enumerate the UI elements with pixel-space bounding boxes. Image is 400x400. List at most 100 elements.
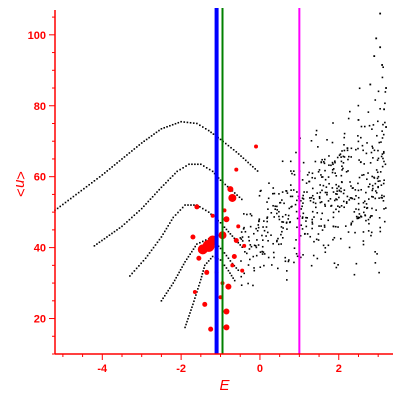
cloud-point bbox=[353, 273, 356, 276]
cloud-point bbox=[383, 179, 385, 182]
cloud-point bbox=[263, 264, 265, 267]
cloud-point bbox=[334, 160, 336, 163]
curve-point bbox=[229, 260, 232, 262]
cloud-point bbox=[320, 225, 322, 227]
cloud-point bbox=[331, 171, 334, 174]
curve-point bbox=[135, 146, 138, 148]
curve-point bbox=[219, 259, 222, 261]
curve-point bbox=[179, 209, 182, 211]
cloud-point bbox=[338, 185, 340, 188]
cloud-point bbox=[242, 228, 245, 230]
cloud-point bbox=[301, 217, 304, 220]
cloud-point bbox=[333, 236, 336, 239]
cloud-point bbox=[321, 189, 323, 192]
curve-point bbox=[186, 320, 188, 323]
cloud-point bbox=[350, 222, 353, 225]
cloud-point bbox=[384, 121, 386, 124]
curve-point bbox=[185, 258, 188, 261]
cloud-point bbox=[332, 238, 334, 241]
curve-point bbox=[230, 274, 233, 277]
curve-point bbox=[162, 297, 164, 300]
cloud-point bbox=[284, 256, 287, 259]
curve-point bbox=[88, 183, 90, 186]
cloud-point bbox=[326, 138, 328, 141]
curve-point bbox=[240, 155, 242, 157]
curve-point bbox=[225, 228, 228, 231]
cloud-point bbox=[355, 262, 358, 265]
cloud-point bbox=[333, 199, 336, 202]
cloud-point bbox=[312, 254, 315, 257]
cloud-point bbox=[338, 206, 341, 208]
cloud-point bbox=[281, 237, 284, 239]
curve-point bbox=[188, 163, 190, 166]
cloud-point bbox=[273, 192, 276, 195]
cloud-point bbox=[355, 215, 358, 218]
curve-point bbox=[118, 160, 121, 162]
cloud-point bbox=[281, 191, 284, 193]
curve-point bbox=[183, 121, 186, 123]
cloud-point bbox=[249, 258, 251, 261]
cloud-point bbox=[357, 217, 359, 220]
curve-point bbox=[194, 245, 196, 248]
cloud-point bbox=[301, 216, 304, 218]
curve-point bbox=[150, 135, 153, 137]
cloud-point bbox=[301, 228, 304, 230]
curve-point bbox=[140, 142, 143, 144]
cloud-point bbox=[382, 133, 385, 136]
cloud-point bbox=[384, 163, 387, 166]
cloud-point bbox=[288, 207, 291, 210]
cloud-point bbox=[340, 156, 342, 158]
curve-point bbox=[116, 229, 118, 231]
highlighted-point bbox=[208, 326, 214, 332]
cloud-point bbox=[350, 197, 353, 199]
curve-point bbox=[103, 237, 106, 240]
cloud-point bbox=[295, 210, 298, 213]
cloud-point bbox=[366, 206, 369, 209]
cloud-point bbox=[277, 243, 280, 246]
cloud-point bbox=[381, 197, 384, 199]
x-tick-label: -2 bbox=[176, 363, 186, 375]
curve-point bbox=[204, 239, 207, 241]
curve-point bbox=[163, 126, 166, 129]
cloud-point bbox=[320, 218, 322, 220]
curve-point bbox=[151, 195, 154, 198]
cloud-point bbox=[278, 210, 280, 213]
cloud-point bbox=[367, 218, 370, 221]
cloud-point bbox=[377, 149, 379, 152]
highlighted-point bbox=[223, 308, 230, 315]
cloud-point bbox=[380, 141, 382, 143]
curve-point bbox=[229, 272, 231, 274]
cloud-point bbox=[380, 196, 383, 199]
cloud-point bbox=[315, 238, 318, 241]
curve-point bbox=[201, 126, 204, 128]
cloud-point bbox=[348, 199, 351, 201]
cloud-point bbox=[338, 210, 340, 213]
highlighted-point bbox=[236, 224, 241, 229]
cloud-point bbox=[326, 193, 328, 196]
cloud-point bbox=[272, 204, 274, 207]
cloud-point bbox=[332, 122, 334, 124]
cloud-point bbox=[383, 195, 385, 198]
curve-point bbox=[200, 275, 203, 278]
cloud-point bbox=[302, 161, 305, 164]
cloud-point bbox=[370, 231, 373, 234]
cloud-point bbox=[278, 215, 280, 218]
curve-point bbox=[175, 276, 177, 279]
y-tick-label: 20 bbox=[34, 314, 46, 326]
curve-point bbox=[233, 279, 236, 282]
curve-point bbox=[224, 183, 227, 186]
cloud-point bbox=[340, 174, 343, 177]
cloud-point bbox=[287, 218, 290, 220]
curve-point bbox=[108, 234, 111, 236]
x-tick-label: -4 bbox=[97, 363, 108, 375]
cloud-point bbox=[241, 240, 244, 242]
curve-point bbox=[59, 205, 62, 208]
cloud-point bbox=[300, 199, 302, 202]
curve-point bbox=[219, 179, 222, 182]
cloud-point bbox=[280, 243, 282, 245]
curve-point bbox=[177, 211, 179, 214]
cloud-point bbox=[344, 225, 347, 227]
cloud-point bbox=[265, 235, 267, 237]
curve-point bbox=[145, 138, 148, 141]
cloud-point bbox=[374, 251, 376, 253]
